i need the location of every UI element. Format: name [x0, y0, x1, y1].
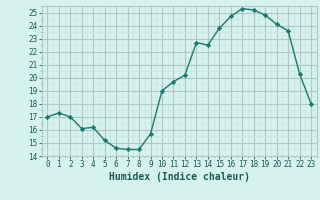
X-axis label: Humidex (Indice chaleur): Humidex (Indice chaleur): [109, 172, 250, 182]
